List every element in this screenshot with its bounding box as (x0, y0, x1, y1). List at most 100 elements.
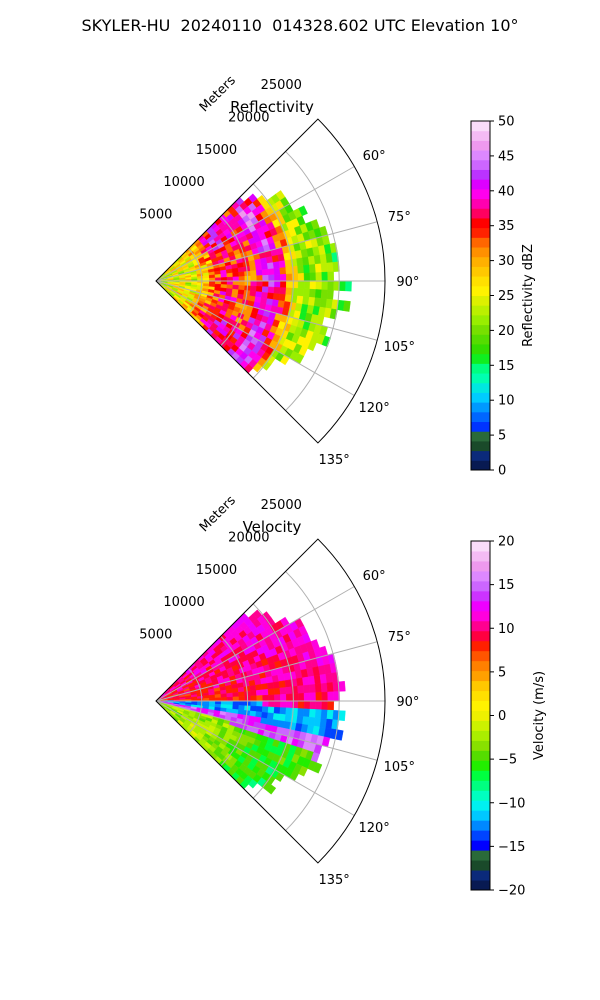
data-cell (220, 700, 228, 705)
range-tick-label: 20000 (228, 110, 269, 125)
colorbar-swatch (471, 334, 490, 345)
data-field (155, 190, 352, 374)
colorbar-swatch (471, 610, 490, 622)
data-cell (285, 700, 293, 709)
data-cell (303, 288, 311, 298)
data-cell (339, 280, 346, 292)
figure-title: SKYLER-HU 20240110 014328.602 UTC Elevat… (81, 16, 519, 35)
colorbar-tick-label: 5 (498, 665, 506, 680)
data-cell (268, 694, 275, 702)
data-cell (268, 274, 275, 282)
data-cell (214, 273, 222, 279)
azimuth-tick-label: 60° (363, 569, 386, 584)
data-cell (309, 708, 317, 718)
data-cell (237, 266, 245, 273)
sector-outline (155, 538, 386, 864)
data-cell (256, 275, 263, 282)
data-cell (315, 272, 323, 282)
data-cell (303, 708, 311, 718)
data-cell (261, 706, 269, 714)
colorbar-swatch (471, 590, 490, 602)
colorbar-swatch (471, 208, 490, 219)
range-tick-label: 5000 (139, 208, 172, 223)
colorbar-swatch (471, 159, 490, 170)
colorbar-swatch (471, 217, 490, 229)
data-cell (314, 263, 322, 273)
data-cell (267, 268, 275, 276)
colorbar-swatch (471, 227, 490, 238)
data-cell (273, 687, 281, 696)
data-cell (314, 683, 322, 693)
colorbar-tick-label: 5 (498, 429, 506, 444)
data-cell (315, 280, 323, 290)
data-cell (326, 289, 334, 300)
data-cell (249, 684, 257, 692)
data-cell (285, 707, 293, 716)
sector-outline (155, 118, 386, 444)
colorbar-swatch (471, 680, 490, 692)
colorbar-swatch (471, 431, 490, 442)
azimuth-gridline (155, 700, 355, 816)
range-tick-label: 10000 (163, 595, 204, 610)
azimuth-tick-label: 90° (396, 695, 419, 710)
data-cell (279, 287, 287, 295)
data-cell (274, 274, 281, 282)
azimuth-gridline (155, 700, 378, 761)
azimuth-tick-label: 135° (318, 453, 349, 468)
colorbar-swatch (471, 343, 490, 355)
data-cell (262, 280, 269, 288)
data-cell (267, 688, 275, 696)
colorbar-swatch (471, 179, 490, 190)
azimuth-gridline (155, 280, 378, 341)
azimuth-gridline (155, 641, 378, 702)
colorbar-swatch (471, 720, 490, 731)
data-cell (309, 684, 317, 694)
data-cell (232, 700, 240, 706)
colorbar-tick-label: −15 (498, 840, 525, 855)
data-cell (280, 280, 287, 289)
azimuth-gridline (155, 586, 355, 702)
data-cell (250, 695, 258, 702)
data-cell (220, 693, 228, 698)
colorbar-swatch (471, 640, 490, 652)
colorbar-swatch (471, 770, 490, 781)
data-cell (268, 700, 275, 708)
data-cell (261, 286, 269, 294)
data-cell (297, 280, 305, 290)
data-cell (278, 260, 286, 269)
colorbar-swatch (471, 402, 490, 413)
colorbar-swatch (471, 188, 490, 200)
data-cell (338, 680, 346, 692)
data-cell (238, 285, 246, 291)
data-cell (327, 691, 335, 702)
colorbar-tick-label: 50 (498, 115, 515, 130)
data-cell (261, 268, 269, 276)
colorbar-tick-label: −5 (498, 753, 517, 768)
data-cell (250, 700, 258, 707)
colorbar-swatch (471, 600, 490, 612)
data-cell (256, 700, 263, 707)
colorbar-tick-label: 10 (498, 622, 515, 637)
colorbar-tick-label: −10 (498, 796, 525, 811)
data-cell (262, 700, 269, 708)
colorbar-swatch (471, 750, 490, 761)
data-cell (232, 284, 240, 290)
data-cell (214, 700, 222, 705)
data-cell (279, 707, 287, 715)
colorbar-swatch (471, 860, 490, 871)
data-cell (298, 205, 308, 217)
data-cell (214, 693, 222, 699)
data-cell (261, 360, 272, 371)
data-cell (250, 280, 258, 287)
data-cell (232, 272, 240, 278)
colorbar-swatch (471, 740, 490, 751)
azimuth-tick-label: 135° (318, 873, 349, 888)
data-cell (309, 692, 317, 702)
data-cell (268, 280, 275, 288)
data-cell (267, 706, 275, 714)
colorbar-swatch (471, 285, 490, 296)
colorbar-swatch (471, 800, 490, 811)
range-tick-label: 25000 (261, 498, 302, 513)
data-cell (279, 687, 287, 695)
data-cell (238, 276, 246, 282)
